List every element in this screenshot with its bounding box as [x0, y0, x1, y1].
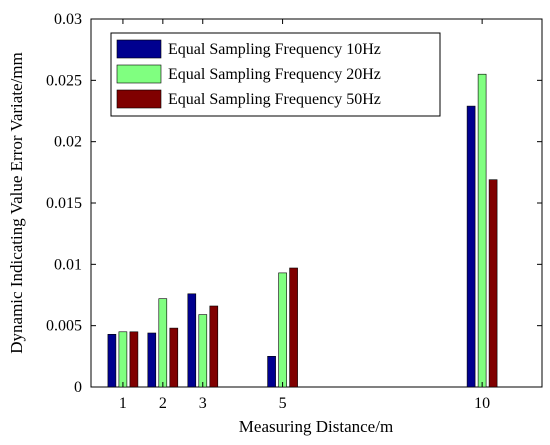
x-tick-label: 10	[474, 395, 490, 412]
bar-1-5	[267, 355, 276, 388]
bar-3-2	[169, 327, 179, 388]
x-axis-label: Measuring Distance/m	[239, 417, 393, 436]
y-tick-label: 0.02	[54, 134, 82, 151]
y-tick-label: 0.025	[46, 72, 82, 89]
legend-swatch-2	[116, 64, 162, 84]
bar-1-2	[147, 332, 157, 388]
y-tick-label: 0.005	[46, 318, 82, 335]
bar-2-2	[158, 298, 168, 388]
bar-1-1	[107, 333, 117, 388]
bar-3-1	[129, 331, 139, 388]
bar-2-5	[278, 272, 287, 388]
y-tick-label: 0.015	[46, 195, 82, 212]
legend: Equal Sampling Frequency 10Hz Equal Sampl…	[110, 32, 441, 117]
bar-3-3	[209, 305, 219, 388]
bar-2-10	[477, 73, 487, 388]
x-tick-label: 5	[279, 395, 287, 412]
legend-box	[110, 32, 441, 117]
y-axis: 0 0.005 0.01 0.015 0.02 0.025 0.03	[46, 11, 542, 396]
bar-1-3	[187, 293, 197, 388]
x-tick-label: 3	[199, 395, 207, 412]
y-tick-label: 0.01	[54, 256, 82, 273]
x-axis: 1 2 3 5 10	[119, 19, 490, 412]
y-axis-label: Dynamic Indicating Value Error Variate/m…	[7, 52, 26, 354]
bar-2-1	[118, 331, 128, 388]
legend-label-2: Equal Sampling Frequency 20Hz	[168, 66, 381, 83]
x-tick-label: 2	[159, 395, 167, 412]
legend-swatch-1	[116, 39, 162, 59]
legend-label-3: Equal Sampling Frequency 50Hz	[168, 91, 381, 108]
y-tick-label: 0	[74, 379, 82, 396]
bar-3-5	[289, 267, 298, 388]
x-tick-label: 1	[119, 395, 127, 412]
bar-2-3	[198, 314, 208, 388]
y-tick-label: 0.03	[54, 11, 82, 28]
legend-swatch-3	[116, 89, 162, 109]
bars-group	[107, 73, 498, 388]
bar-1-10	[466, 105, 476, 388]
bar-3-10	[488, 179, 498, 388]
legend-label-1: Equal Sampling Frequency 10Hz	[168, 41, 381, 58]
